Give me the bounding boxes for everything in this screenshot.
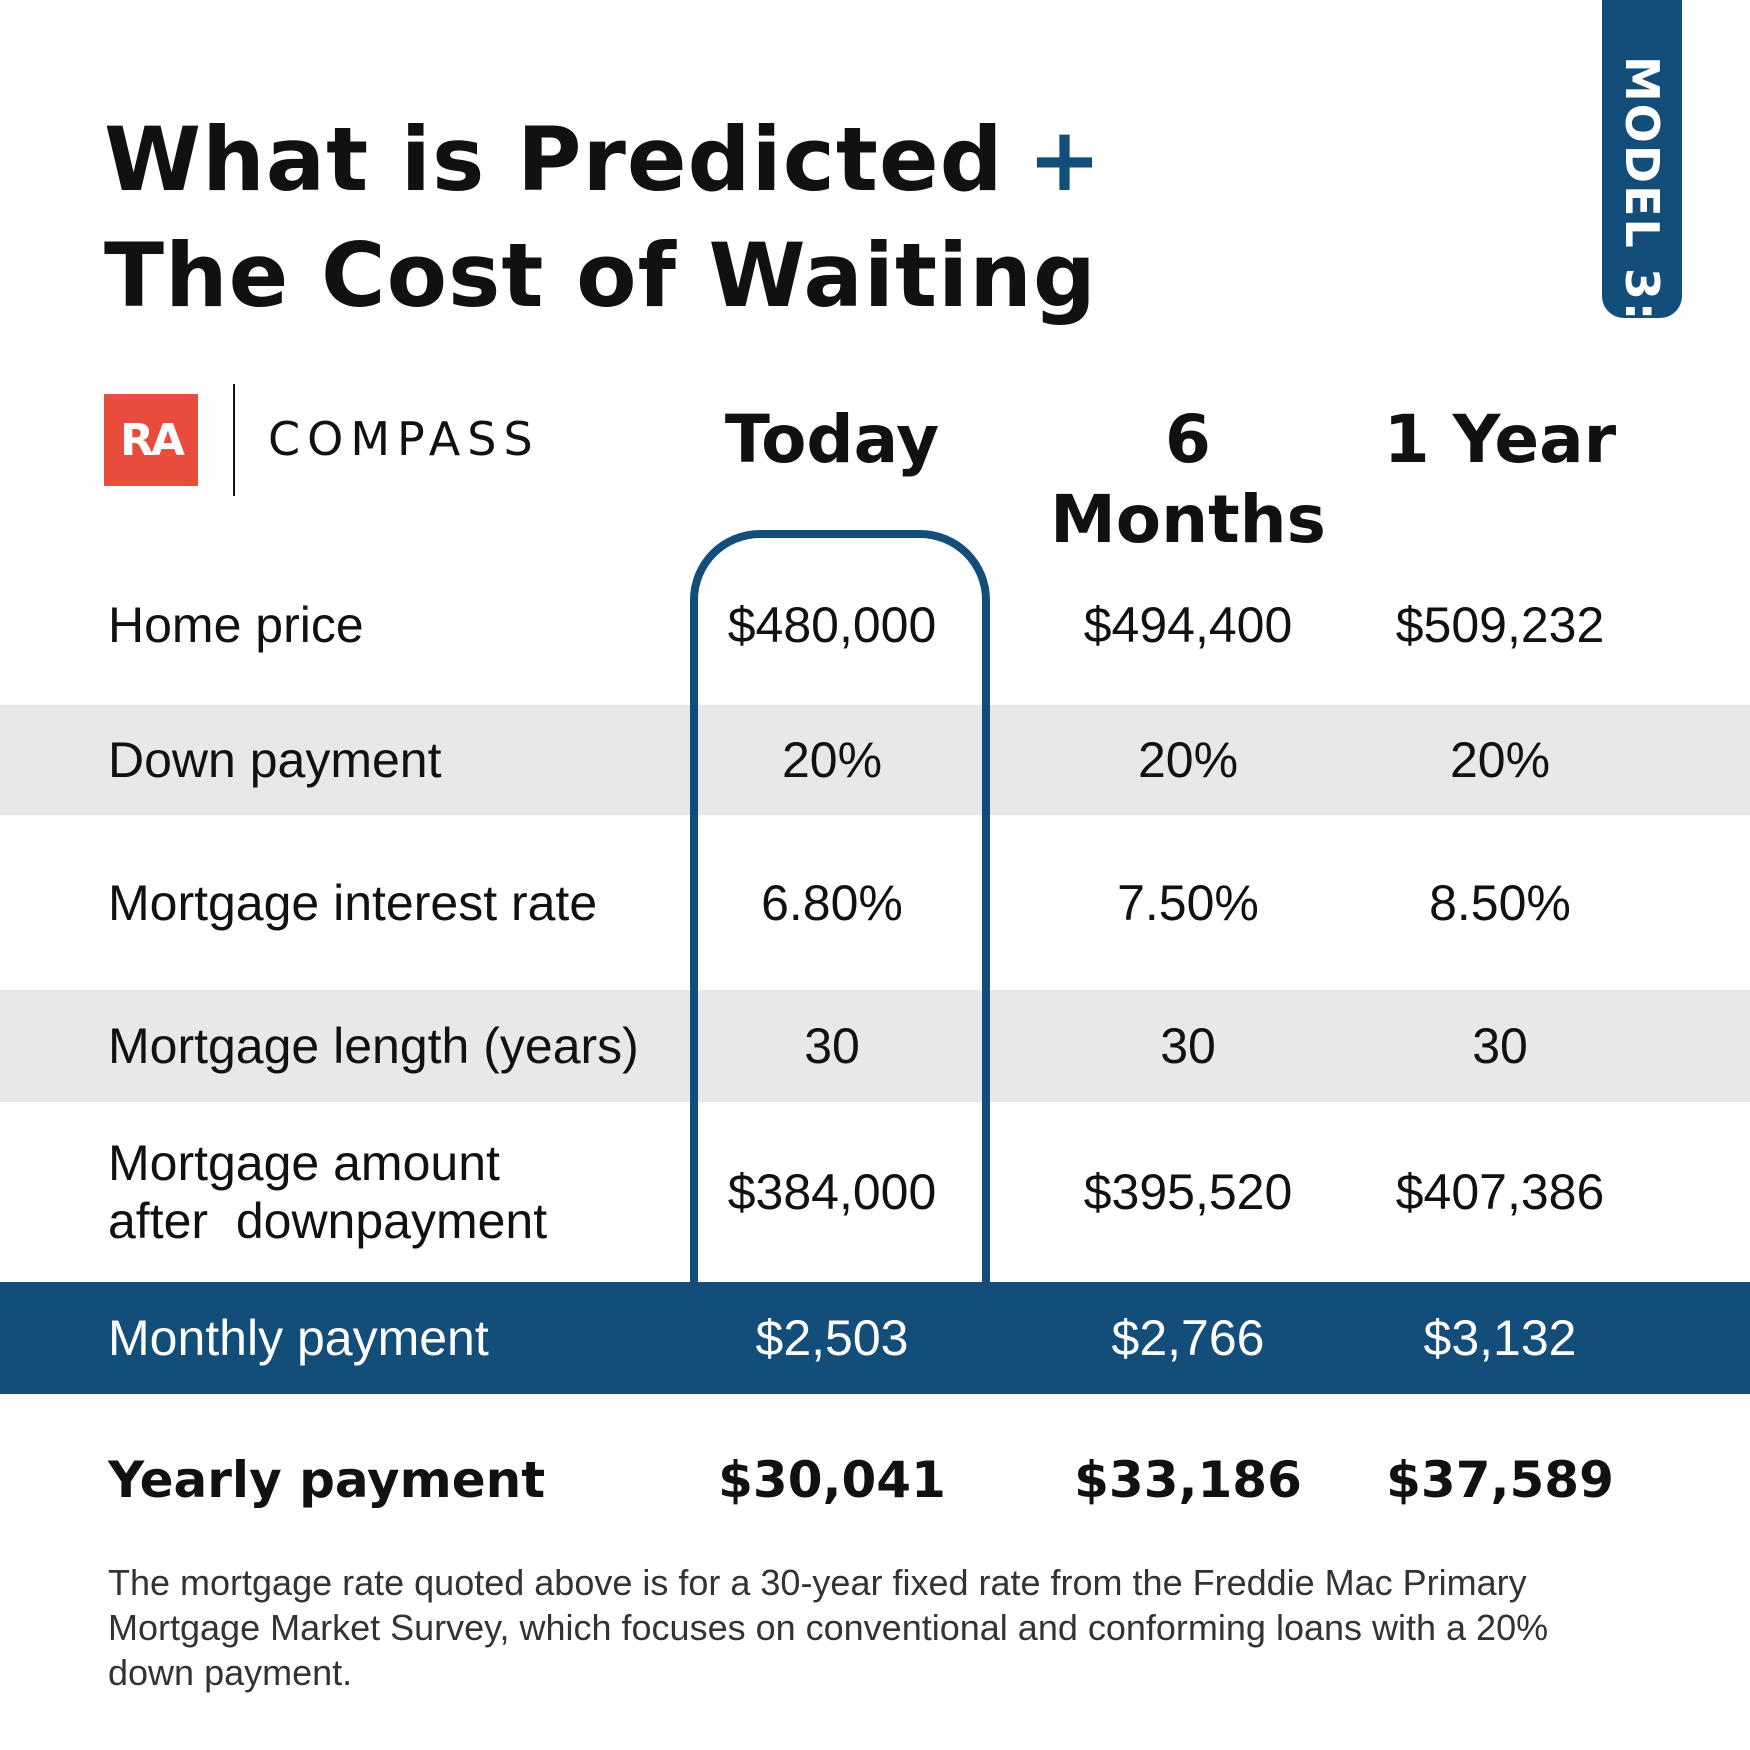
row-label: Home price xyxy=(108,597,364,653)
cell-1-year: $509,232 xyxy=(1395,597,1605,653)
cell-6-months: $33,186 xyxy=(1074,1451,1302,1509)
page-title: What is Predicted + The Cost of Waiting xyxy=(104,102,1102,334)
cell-6-months: 20% xyxy=(1137,732,1239,788)
column-header-today: Today xyxy=(724,401,940,478)
cell-today: $30,041 xyxy=(718,1451,946,1509)
cell-today: 6.80% xyxy=(761,874,903,931)
cell-6-months: 7.50% xyxy=(1117,874,1259,931)
cell-1-year: 30 xyxy=(1472,1018,1528,1074)
cell-1-year: $37,589 xyxy=(1386,1451,1614,1509)
table-row-yearly-payment: Yearly payment $30,041 $33,186 $37,589 xyxy=(0,1420,1750,1540)
footnote: The mortgage rate quoted above is for a … xyxy=(108,1562,1549,1693)
row-label: Yearly payment xyxy=(108,1451,546,1509)
table-row-home-price: Home price $480,000 $494,400 $509,232 xyxy=(0,545,1750,705)
row-label: Mortgage amount after downpayment xyxy=(108,1134,628,1250)
cell-today: 30 xyxy=(804,1018,860,1074)
cell-1-year: 8.50% xyxy=(1429,874,1571,931)
table-row-monthly-payment: Monthly payment $2,503 $2,766 $3,132 xyxy=(0,1282,1750,1394)
model-tab: MODEL 3: xyxy=(1602,0,1682,322)
cell-6-months: $395,520 xyxy=(1083,1164,1293,1220)
cell-1-year: $407,386 xyxy=(1395,1164,1605,1220)
row-label: Mortgage interest rate xyxy=(108,874,598,931)
compass-logo: COMPASS xyxy=(268,412,540,466)
title-line-1: What is Predicted xyxy=(104,108,1004,211)
cell-6-months: $2,766 xyxy=(1111,1310,1265,1366)
cell-today: 20% xyxy=(781,732,883,788)
title-line-2: The Cost of Waiting xyxy=(104,224,1097,327)
table-row-down-payment: Down payment 20% 20% 20% xyxy=(0,705,1750,815)
column-header-1-year: 1 Year xyxy=(1383,401,1617,478)
brand-divider xyxy=(233,384,235,496)
ra-logo: RA xyxy=(104,394,198,486)
column-header-6-months: 6 Months xyxy=(1050,401,1326,558)
model-tab-label: MODEL 3: xyxy=(1615,56,1669,323)
cell-today: $384,000 xyxy=(727,1164,937,1220)
row-label-line-2: after downpayment xyxy=(108,1193,548,1249)
row-label: Down payment xyxy=(108,732,442,788)
row-label-line-1: Mortgage amount xyxy=(108,1135,500,1191)
cell-today: $2,503 xyxy=(755,1310,909,1366)
plus-icon: + xyxy=(1027,108,1103,211)
table-row-mortgage-length: Mortgage length (years) 30 30 30 xyxy=(0,990,1750,1102)
table-row-mortgage-amount: Mortgage amount after downpayment $384,0… xyxy=(0,1102,1750,1282)
row-label: Monthly payment xyxy=(108,1310,489,1366)
cell-today: $480,000 xyxy=(727,597,937,653)
cell-1-year: 20% xyxy=(1449,732,1551,788)
cell-1-year: $3,132 xyxy=(1423,1310,1577,1366)
cell-6-months: 30 xyxy=(1160,1018,1216,1074)
table-row-interest-rate: Mortgage interest rate 6.80% 7.50% 8.50% xyxy=(0,815,1750,990)
cell-6-months: $494,400 xyxy=(1083,597,1293,653)
row-label: Mortgage length (years) xyxy=(108,1018,639,1074)
